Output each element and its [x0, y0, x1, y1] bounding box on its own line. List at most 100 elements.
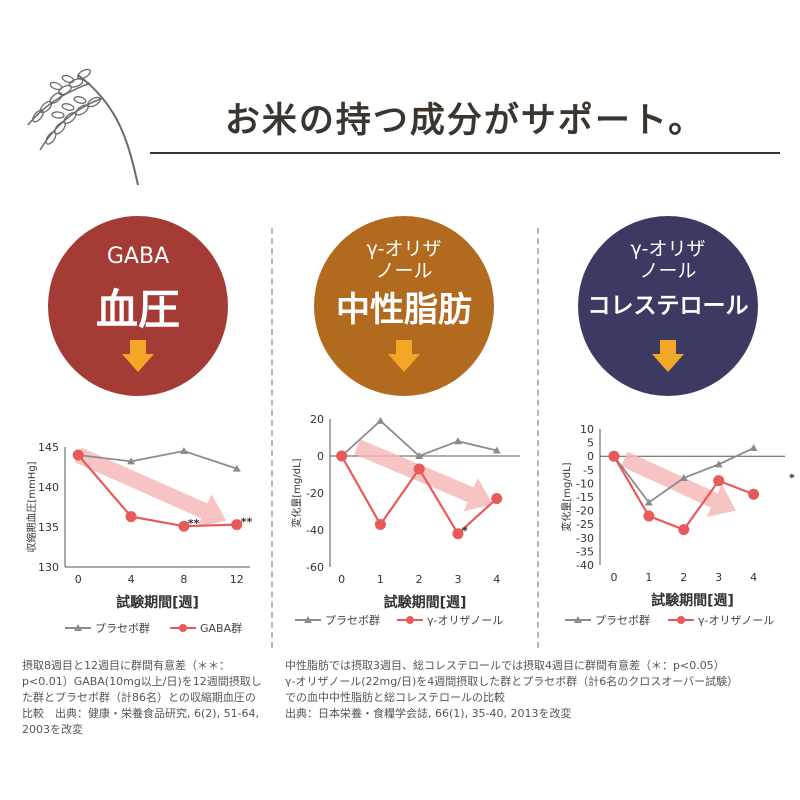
x-tick-label: 1: [377, 573, 384, 586]
y-axis-title: 変化量[mg/dL]: [290, 458, 303, 527]
y-tick-label: -20: [306, 487, 324, 500]
circle-subtitle: γ-オリザ ノール: [366, 238, 442, 282]
x-tick-label: 1: [645, 571, 652, 584]
significance-mark: *: [462, 525, 468, 538]
down-arrow-icon: [388, 340, 420, 372]
legend-label: GABA群: [200, 621, 242, 635]
legend-marker: [74, 624, 82, 631]
data-point: [492, 446, 501, 454]
data-point: [178, 520, 190, 532]
y-tick-label: 20: [310, 413, 324, 426]
x-tick-label: 3: [715, 571, 722, 584]
y-tick-label: -40: [306, 524, 324, 537]
blood-pressure-chart: 130 135 140 145 0 4 8 12 試験期間[週] 収縮期血圧[mmHg] ** ** プ…: [25, 441, 253, 635]
trend-arrow: [621, 451, 737, 517]
trend-arrow-shape: [354, 439, 493, 512]
circle-title: コレステロール: [587, 293, 749, 319]
x-tick-label: 0: [75, 573, 82, 586]
x-tick-label: 4: [128, 573, 135, 586]
gaba-footnote: 摂取8週目と12週目に群間有意差（＊＊：p<0.01）GABA(10mg以上/日…: [22, 659, 262, 736]
y-tick-label: -25: [576, 518, 594, 531]
data-point: [374, 518, 386, 530]
y-tick-label: 10: [580, 423, 594, 436]
circle-subtitle: γ-オリザ ノール: [630, 238, 706, 282]
data-point: [452, 528, 464, 540]
y-tick-label: -35: [576, 545, 594, 558]
series-line: [77, 454, 237, 528]
circle-subtitle: GABA: [106, 244, 170, 269]
data-point: [179, 447, 188, 454]
gaba-circle: GABA 血圧: [48, 216, 228, 396]
data-point: [678, 524, 690, 536]
y-tick-label: -20: [576, 505, 594, 518]
data-point: [415, 452, 424, 459]
legend-label: γ-オリザノール: [427, 614, 503, 627]
y-tick-label: 140: [38, 481, 59, 494]
legend-marker: [179, 624, 187, 632]
x-tick-label: 8: [180, 573, 187, 586]
neutral-fat-chart: -60 -40 -20 0 20 0 1 2 3 4 試験期間[週] 変化量[mg/dL] * プラセボ群…: [290, 413, 520, 627]
y-axis-title: 変化量[mg/dL]: [560, 462, 573, 531]
x-tick-label: 3: [454, 573, 461, 586]
data-point: [714, 460, 723, 468]
footnote-line: での血中中性脂肪と総コレステロールの比較: [285, 691, 505, 704]
data-point: [453, 437, 462, 445]
y-axis-title: 収縮期血圧[mmHg]: [25, 461, 38, 552]
data-point: [644, 498, 653, 506]
circle-title: 中性脂肪: [336, 290, 472, 330]
trend-arrow-shape: [74, 447, 227, 528]
x-axis-title: 試験期間[週]: [116, 594, 199, 611]
y-tick-label: -30: [576, 532, 594, 545]
data-point: [413, 463, 425, 475]
y-tick-label: -40: [576, 559, 594, 572]
cholesterol-circle: γ-オリザ ノール コレステロール: [578, 216, 758, 396]
data-point: [748, 488, 760, 500]
neutral-fat-circle: γ-オリザ ノール 中性脂肪: [314, 216, 494, 396]
oryzanol-footnote: 中性脂肪では摂取3週目、総コレステロールでは摂取4週目に群間有意差（＊：p<0.…: [285, 658, 795, 722]
data-point: [231, 519, 243, 531]
legend-label: γ-オリザノール: [698, 614, 774, 627]
x-tick-label: 0: [338, 573, 345, 586]
y-tick-label: 5: [587, 437, 594, 450]
significance-mark: *: [789, 472, 795, 485]
legend-marker: [304, 616, 312, 623]
data-point: [608, 450, 620, 462]
title-underline: [150, 152, 780, 154]
legend-marker: [574, 616, 582, 623]
data-point: [72, 449, 84, 461]
data-point: [232, 464, 241, 472]
y-tick-label: 130: [38, 561, 59, 574]
footnote-line: 出典：日本栄養・食糧学会誌, 66(1), 35-40, 2013を改変: [285, 707, 572, 720]
legend-label: プラセボ群: [325, 613, 380, 627]
y-tick-label: -10: [576, 477, 594, 490]
x-tick-label: 2: [416, 573, 423, 586]
y-tick-label: -5: [583, 464, 594, 477]
legend-label: プラセボ群: [595, 613, 650, 627]
x-tick-label: 0: [610, 571, 617, 584]
significance-mark: **: [188, 517, 200, 530]
x-tick-label: 4: [750, 571, 757, 584]
y-tick-label: 0: [587, 450, 594, 463]
page-title: お米の持つ成分がサポート。: [224, 101, 706, 141]
significance-mark: **: [241, 516, 253, 529]
data-point: [336, 450, 348, 462]
y-tick-label: 145: [38, 441, 59, 454]
footnote-line: 中性脂肪では摂取3週目、総コレステロールでは摂取4週目に群間有意差（＊：p<0.…: [285, 659, 725, 672]
panel-divider: [271, 228, 273, 648]
data-point: [376, 416, 385, 424]
data-point: [491, 493, 503, 505]
data-point: [679, 473, 688, 481]
x-tick-label: 2: [680, 571, 687, 584]
trend-arrow: [74, 447, 227, 528]
y-tick-label: -60: [306, 561, 324, 574]
down-arrow-icon: [122, 340, 154, 372]
legend-marker: [406, 616, 414, 624]
down-arrow-icon: [652, 340, 684, 372]
trend-arrow: [354, 439, 493, 512]
data-point: [749, 444, 758, 452]
x-tick-label: 12: [230, 573, 244, 586]
series-line: [78, 450, 238, 470]
x-axis-title: 試験期間[週]: [651, 592, 734, 609]
data-point: [125, 511, 137, 523]
